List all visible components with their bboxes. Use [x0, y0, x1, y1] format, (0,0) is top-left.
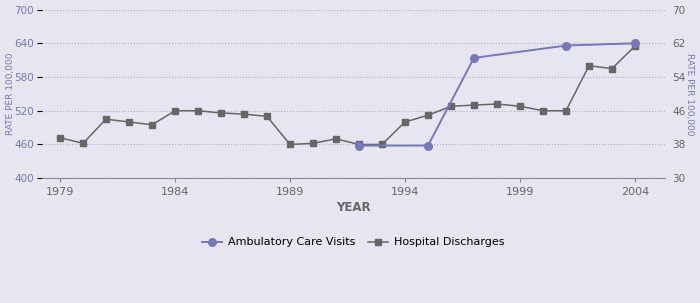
X-axis label: YEAR: YEAR [336, 201, 370, 215]
Legend: Ambulatory Care Visits, Hospital Discharges: Ambulatory Care Visits, Hospital Dischar… [197, 233, 509, 252]
Y-axis label: RATE PER 100,000: RATE PER 100,000 [685, 53, 694, 135]
Y-axis label: RATE PER 100,000: RATE PER 100,000 [6, 53, 15, 135]
